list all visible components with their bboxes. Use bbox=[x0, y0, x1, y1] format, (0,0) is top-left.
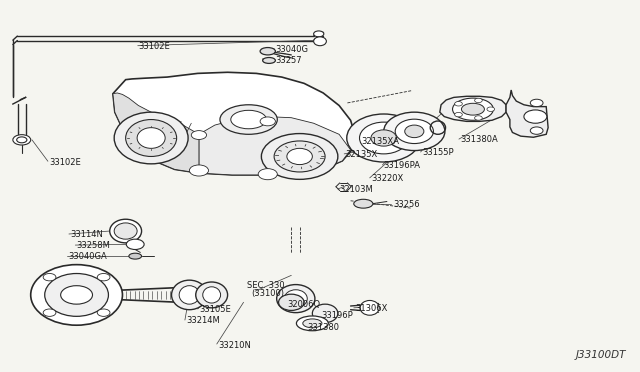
Ellipse shape bbox=[312, 304, 338, 323]
Ellipse shape bbox=[347, 114, 420, 162]
Text: 33102E: 33102E bbox=[49, 157, 81, 167]
Text: 33102E: 33102E bbox=[138, 42, 170, 51]
Circle shape bbox=[454, 102, 462, 106]
Text: 33256: 33256 bbox=[394, 200, 420, 209]
Ellipse shape bbox=[125, 119, 177, 157]
Ellipse shape bbox=[274, 141, 325, 172]
Ellipse shape bbox=[114, 112, 188, 164]
Circle shape bbox=[524, 110, 547, 123]
Text: 33040GA: 33040GA bbox=[68, 252, 107, 262]
Ellipse shape bbox=[31, 264, 122, 325]
Ellipse shape bbox=[278, 294, 304, 310]
Ellipse shape bbox=[126, 239, 144, 250]
Ellipse shape bbox=[314, 31, 324, 37]
Text: 33220X: 33220X bbox=[371, 174, 403, 183]
Ellipse shape bbox=[262, 58, 275, 63]
Circle shape bbox=[475, 116, 483, 120]
Text: 33196PA: 33196PA bbox=[384, 161, 420, 170]
Text: 33196P: 33196P bbox=[321, 311, 353, 320]
Ellipse shape bbox=[314, 37, 326, 46]
Circle shape bbox=[189, 165, 209, 176]
Polygon shape bbox=[440, 96, 506, 121]
Circle shape bbox=[531, 127, 543, 134]
Text: J33100DT: J33100DT bbox=[575, 350, 626, 360]
Ellipse shape bbox=[45, 273, 108, 316]
Ellipse shape bbox=[261, 134, 338, 179]
Text: 33114N: 33114N bbox=[70, 230, 103, 239]
Circle shape bbox=[260, 117, 275, 126]
Circle shape bbox=[43, 273, 56, 281]
Text: 33258M: 33258M bbox=[77, 241, 111, 250]
Ellipse shape bbox=[284, 290, 307, 308]
Ellipse shape bbox=[287, 148, 312, 164]
Ellipse shape bbox=[296, 316, 328, 331]
Ellipse shape bbox=[231, 110, 266, 129]
Polygon shape bbox=[113, 72, 355, 175]
Text: 33257: 33257 bbox=[275, 56, 302, 65]
Circle shape bbox=[531, 99, 543, 107]
Circle shape bbox=[13, 135, 31, 145]
Ellipse shape bbox=[371, 130, 396, 146]
Text: 31306X: 31306X bbox=[355, 304, 387, 313]
Ellipse shape bbox=[196, 282, 228, 308]
Polygon shape bbox=[506, 90, 548, 137]
Circle shape bbox=[191, 131, 207, 140]
Polygon shape bbox=[199, 116, 351, 175]
Text: 331380: 331380 bbox=[307, 323, 339, 331]
Circle shape bbox=[17, 137, 27, 143]
Ellipse shape bbox=[452, 98, 493, 120]
Ellipse shape bbox=[137, 128, 165, 148]
Text: 33105E: 33105E bbox=[199, 305, 230, 314]
Polygon shape bbox=[113, 93, 199, 173]
Ellipse shape bbox=[129, 253, 141, 259]
Ellipse shape bbox=[360, 301, 380, 315]
Ellipse shape bbox=[109, 219, 141, 243]
Circle shape bbox=[487, 107, 495, 112]
Text: (33100): (33100) bbox=[251, 289, 284, 298]
Text: 33040G: 33040G bbox=[275, 45, 308, 54]
Text: SEC. 330: SEC. 330 bbox=[246, 281, 284, 290]
Ellipse shape bbox=[395, 119, 433, 144]
Text: 331380A: 331380A bbox=[460, 135, 498, 144]
Circle shape bbox=[43, 309, 56, 316]
Circle shape bbox=[61, 286, 93, 304]
Ellipse shape bbox=[172, 280, 207, 310]
Circle shape bbox=[454, 112, 462, 117]
Text: 32103M: 32103M bbox=[339, 185, 373, 194]
Ellipse shape bbox=[354, 199, 373, 208]
Ellipse shape bbox=[384, 112, 445, 151]
Ellipse shape bbox=[220, 105, 277, 134]
Ellipse shape bbox=[303, 319, 322, 328]
Circle shape bbox=[258, 169, 277, 180]
Text: 33210N: 33210N bbox=[218, 341, 251, 350]
Text: 32006Q: 32006Q bbox=[287, 300, 320, 310]
Text: 32135XA: 32135XA bbox=[362, 137, 399, 146]
Ellipse shape bbox=[260, 48, 275, 55]
Ellipse shape bbox=[360, 122, 408, 154]
Circle shape bbox=[97, 273, 110, 281]
Ellipse shape bbox=[276, 285, 315, 312]
Ellipse shape bbox=[179, 286, 200, 304]
Ellipse shape bbox=[203, 287, 221, 303]
Text: 33214M: 33214M bbox=[186, 316, 220, 325]
Circle shape bbox=[97, 309, 110, 316]
Circle shape bbox=[475, 98, 483, 103]
Text: 33155P: 33155P bbox=[422, 148, 454, 157]
Text: 32135X: 32135X bbox=[346, 150, 378, 159]
Ellipse shape bbox=[114, 223, 137, 239]
Ellipse shape bbox=[461, 103, 484, 115]
Ellipse shape bbox=[404, 125, 424, 138]
